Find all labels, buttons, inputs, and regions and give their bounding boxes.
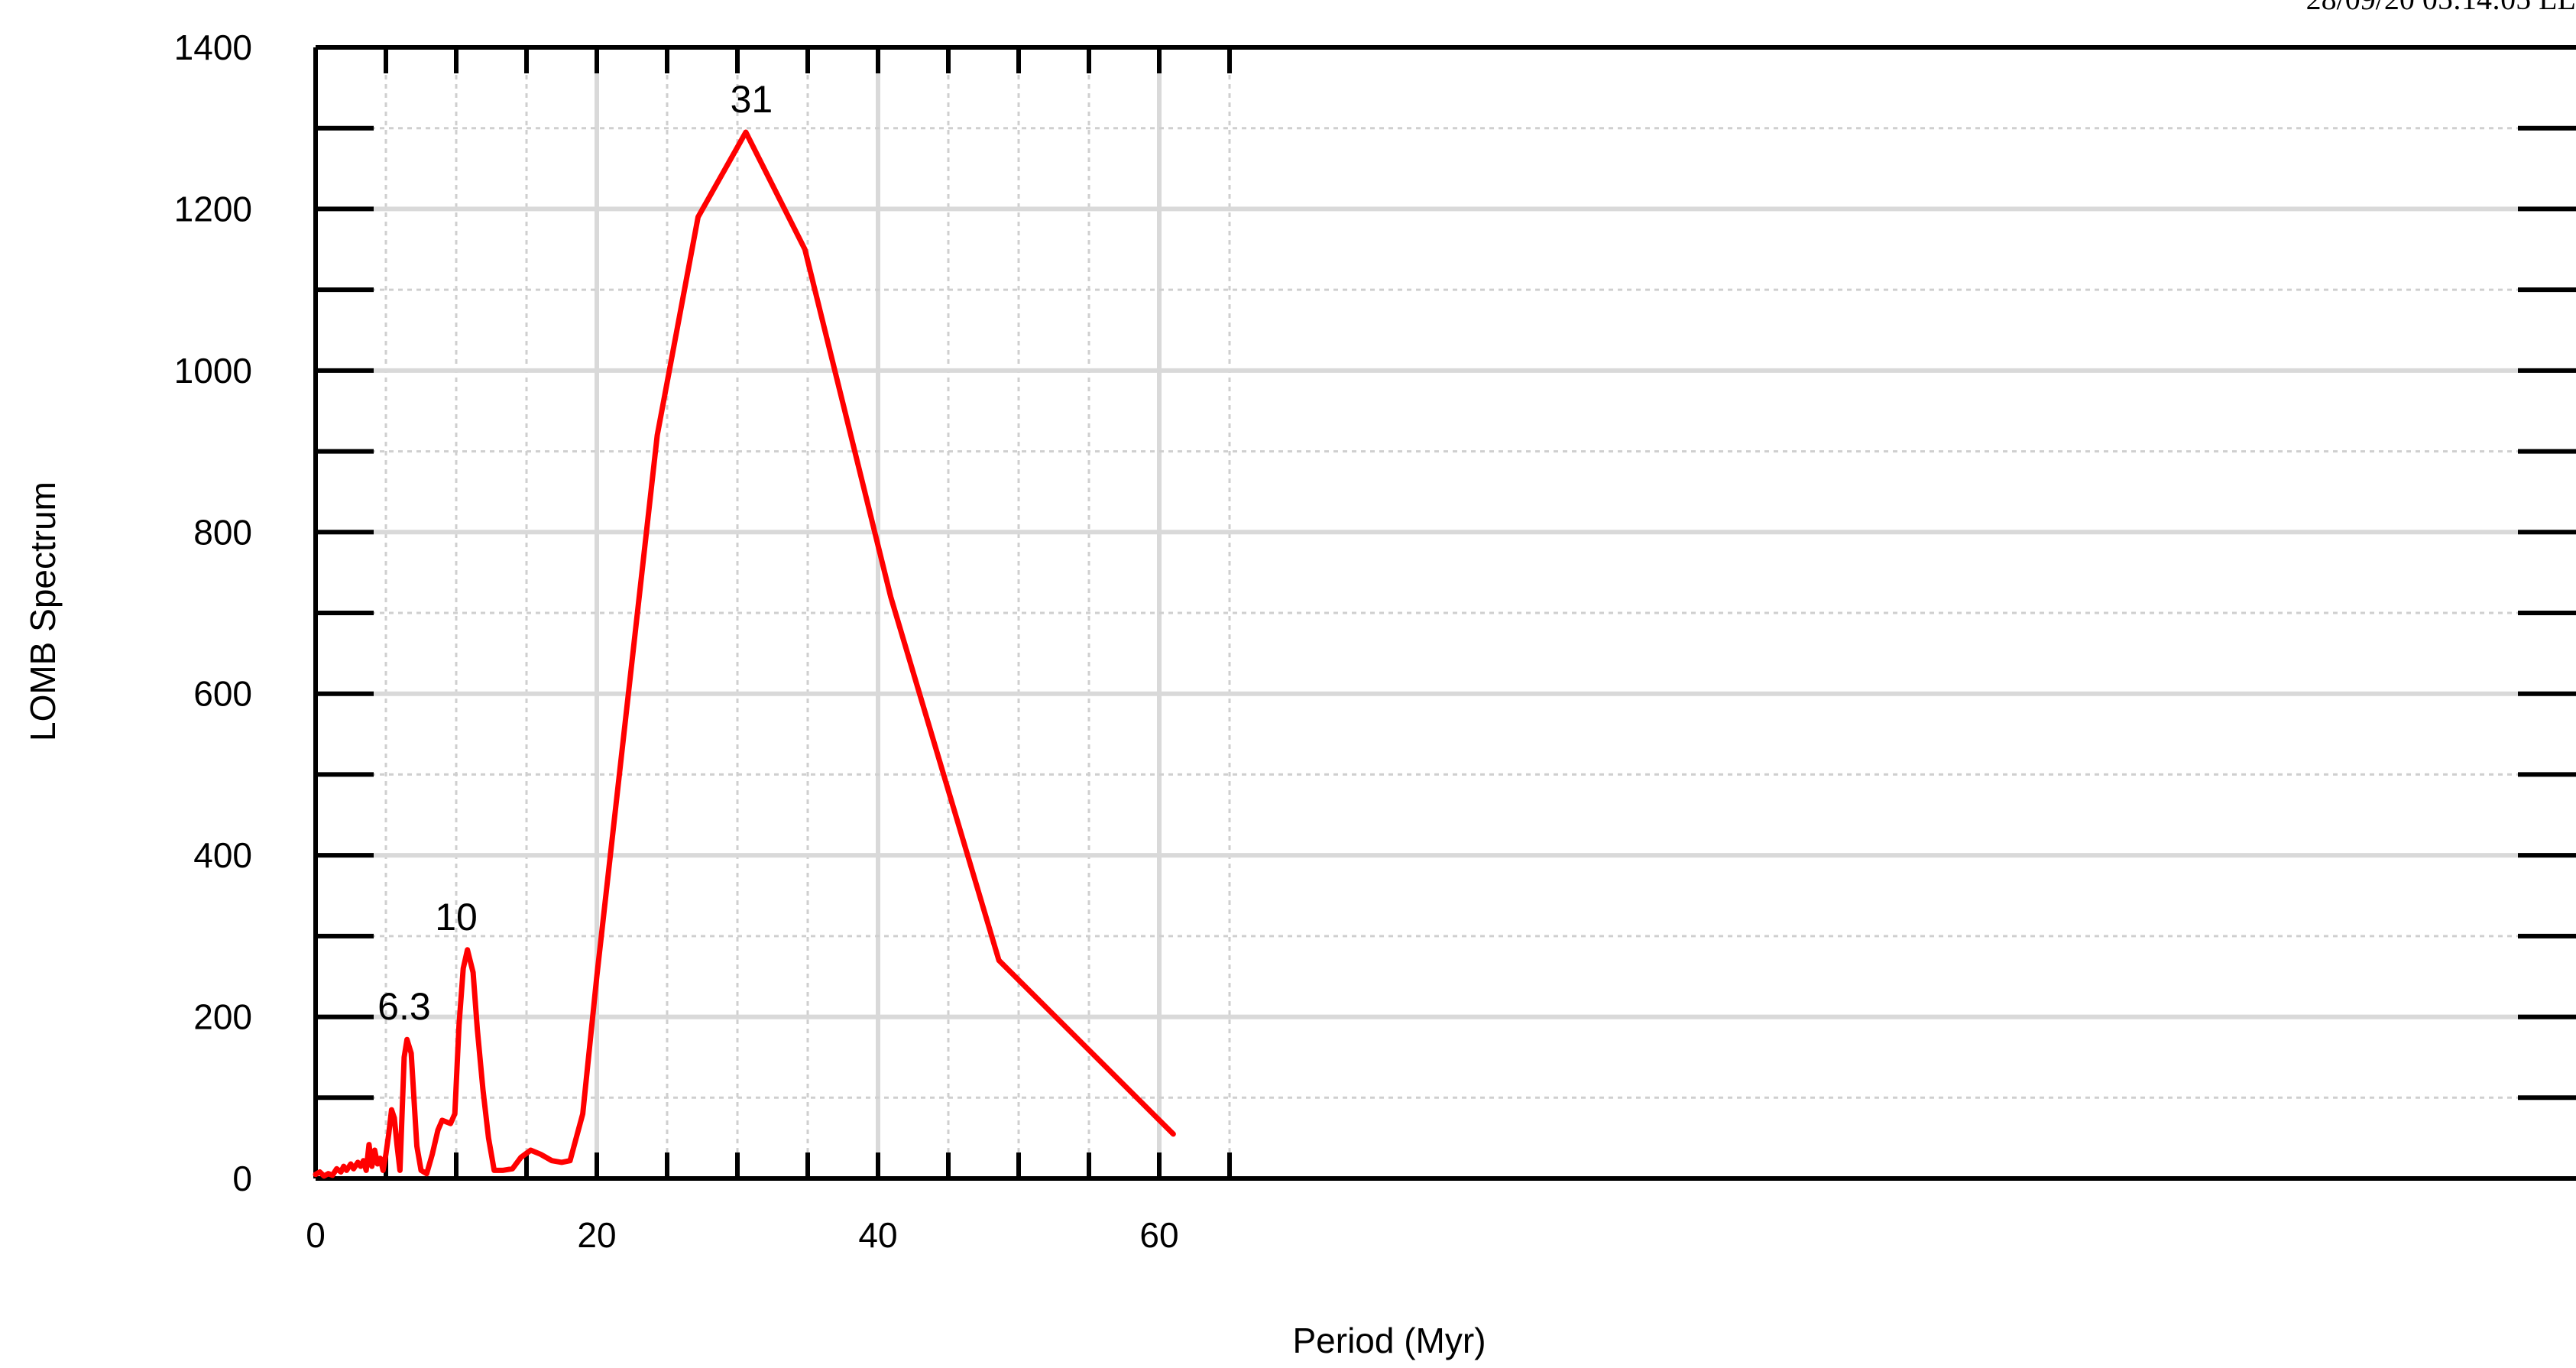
peak-label: 31 <box>731 78 773 121</box>
y-tick-label: 1400 <box>174 28 252 67</box>
y-tick-label: 0 <box>232 1159 252 1198</box>
y-tick-label: 200 <box>193 997 252 1037</box>
y-tick-label: 1000 <box>174 351 252 391</box>
y-tick-label: 600 <box>193 674 252 714</box>
timestamp-label: 28/09/20 05:14:05 LL <box>2306 0 2576 16</box>
y-tick-label: 400 <box>193 835 252 875</box>
grid-lines <box>316 47 2576 1178</box>
axis-ticks <box>316 47 2576 1178</box>
x-tick-label: 0 <box>306 1215 326 1255</box>
y-tick-label: 800 <box>193 512 252 552</box>
lomb-spectrum-line <box>313 129 1176 1179</box>
peak-annotations: 6.3 10 31 <box>377 78 773 1028</box>
peak-label: 6.3 <box>377 985 431 1028</box>
x-tick-label: 40 <box>858 1215 897 1255</box>
y-axis-title: LOMB Spectrum <box>23 481 63 741</box>
peak-label: 10 <box>435 896 478 938</box>
x-tick-label: 20 <box>577 1215 616 1255</box>
y-tick-label: 1200 <box>174 189 252 229</box>
x-axis-title: Period (Myr) <box>1292 1321 1486 1360</box>
x-tick-label: 60 <box>1139 1215 1178 1255</box>
